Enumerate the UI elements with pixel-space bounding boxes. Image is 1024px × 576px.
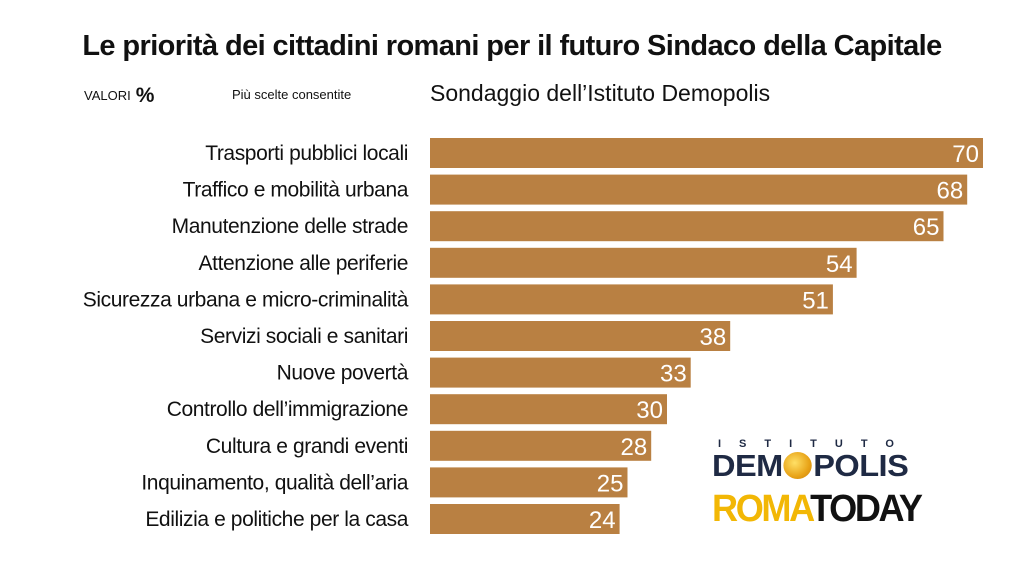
value-label-5: 51 bbox=[802, 287, 829, 314]
values-unit: % bbox=[135, 84, 155, 107]
demopolis-logo-part2: POLIS bbox=[813, 448, 909, 483]
category-label-5: Sicurezza urbana e micro-criminalità bbox=[83, 288, 409, 311]
logo-istituto-text: ISTITUTO bbox=[718, 438, 912, 450]
value-label-8: 30 bbox=[636, 397, 663, 424]
bar-5 bbox=[430, 284, 833, 315]
romatoday-logo-today: TODAY bbox=[810, 488, 923, 530]
multi-choice-note: Più scelte consentite bbox=[232, 87, 352, 102]
category-label-8: Controllo dell’immigrazione bbox=[167, 398, 408, 421]
category-label-10: Inquinamento, qualità dell’aria bbox=[141, 471, 408, 494]
value-label-1: 70 bbox=[952, 141, 979, 168]
category-label-2: Traffico e mobilità urbana bbox=[183, 179, 409, 202]
values-unit-note: VALORI% bbox=[84, 84, 154, 108]
bar-3 bbox=[430, 211, 944, 242]
chart-subtitle: Sondaggio dell’Istituto Demopolis bbox=[430, 80, 771, 106]
bar-7 bbox=[430, 357, 691, 388]
bar-8 bbox=[430, 394, 667, 425]
value-label-11: 24 bbox=[589, 507, 616, 534]
value-label-3: 65 bbox=[913, 214, 940, 241]
romatoday-logo: ROMATODAY bbox=[712, 488, 940, 531]
values-label: VALORI bbox=[84, 88, 131, 103]
value-label-2: 68 bbox=[936, 178, 963, 205]
category-label-3: Manutenzione delle strade bbox=[172, 215, 408, 238]
category-label-4: Attenzione alle periferie bbox=[199, 252, 408, 275]
category-label-9: Cultura e grandi eventi bbox=[206, 435, 408, 458]
bar-6 bbox=[430, 321, 731, 351]
value-label-4: 54 bbox=[826, 251, 853, 278]
demopolis-logo-part1: DEM bbox=[712, 448, 783, 483]
chart-title: Le priorità dei cittadini romani per il … bbox=[82, 30, 942, 62]
category-label-6: Servizi sociali e sanitari bbox=[200, 325, 408, 348]
category-label-7: Nuove povertà bbox=[277, 362, 409, 385]
value-label-9: 28 bbox=[620, 434, 647, 461]
logos: ISTITUTO DEM POLIS ROMATODAY bbox=[712, 438, 952, 531]
bar-10 bbox=[430, 467, 628, 498]
romatoday-logo-roma: ROMA bbox=[712, 488, 812, 530]
demopolis-logo: DEM POLIS bbox=[712, 448, 964, 484]
value-label-7: 33 bbox=[660, 361, 687, 388]
demopolis-sun-o-icon bbox=[783, 452, 813, 479]
bar-11 bbox=[430, 504, 620, 534]
bar-1 bbox=[430, 138, 983, 168]
bar-2 bbox=[430, 174, 968, 205]
value-label-6: 38 bbox=[699, 324, 726, 351]
bar-9 bbox=[430, 430, 652, 461]
category-label-1: Trasporti pubblici locali bbox=[205, 142, 408, 165]
bar-4 bbox=[430, 247, 857, 278]
category-label-11: Edilizia e politiche per la casa bbox=[145, 508, 408, 531]
value-label-10: 25 bbox=[597, 470, 624, 497]
